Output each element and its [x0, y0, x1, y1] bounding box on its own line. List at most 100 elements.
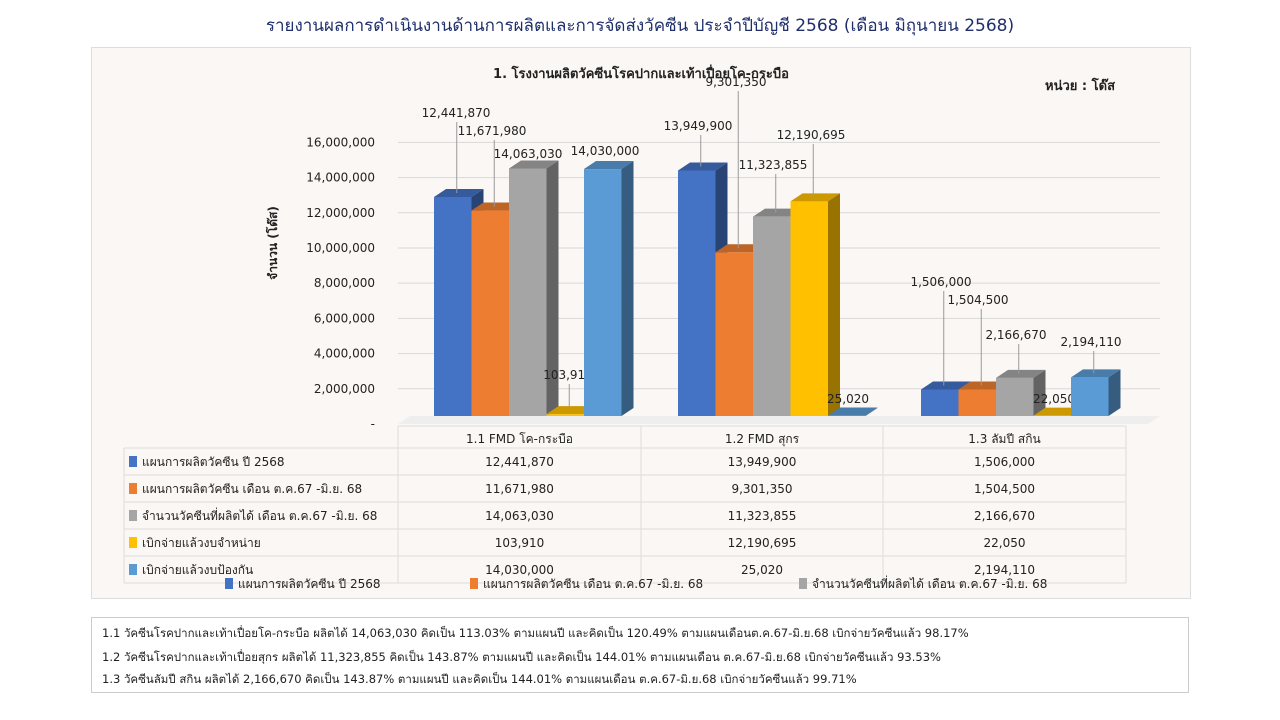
legend-key	[129, 564, 137, 575]
bar	[715, 252, 753, 416]
note-2: 1.2 วัคซีนโรคปากและเท้าเปื่อยสุกร ผลิตได…	[102, 650, 941, 664]
bar-top	[1033, 407, 1083, 416]
data-label: 11,323,855	[739, 158, 808, 172]
series-name: แผนการผลิตวัคซีน ปี 2568	[142, 455, 285, 469]
unit-label: หน่วย : โด๊ส	[1045, 77, 1115, 94]
bar	[546, 414, 584, 416]
data-label: 9,301,350	[705, 75, 766, 89]
bar	[509, 168, 547, 416]
bar-top	[509, 160, 559, 169]
bar-top	[753, 208, 803, 217]
category-label: 1.3 ลัมปี สกิน	[968, 432, 1040, 446]
data-label: 13,949,900	[664, 119, 733, 133]
legend-entry: แผนการผลิตวัคซีน เดือน ต.ค.67 -มิ.ย. 68	[483, 577, 703, 591]
bar	[471, 210, 509, 416]
y-tick-label: 16,000,000	[306, 135, 375, 149]
data-label: 11,671,980	[458, 124, 527, 138]
chart-panel: 1. โรงงานผลิตวัคซีนโรคปากและเท้าเปื่อยโค…	[91, 47, 1191, 599]
note-3: 1.3 วัคซีนลัมปี สกิน ผลิตได้ 2,166,670 ค…	[102, 672, 857, 686]
table-cell: 11,671,980	[485, 482, 554, 496]
bar-top	[790, 193, 840, 202]
table-cell: 12,441,870	[485, 455, 554, 469]
bar	[790, 201, 828, 416]
table-cell: 22,050	[984, 536, 1026, 550]
table-cell: 2,166,670	[974, 509, 1035, 523]
legend-key	[470, 578, 478, 589]
bar-top	[434, 189, 484, 197]
table-cell: 1,506,000	[974, 455, 1035, 469]
bar-side	[828, 193, 840, 416]
data-label: 12,190,695	[777, 128, 846, 142]
data-label: 1,506,000	[910, 275, 971, 289]
table-cell: 103,910	[495, 536, 545, 550]
bar-side	[621, 161, 634, 416]
y-tick-label: 4,000,000	[314, 347, 375, 361]
legend-entry: แผนการผลิตวัคซีน ปี 2568	[238, 577, 381, 591]
data-label: 22,050	[1033, 392, 1075, 406]
y-tick-label: 10,000,000	[306, 241, 375, 255]
legend-key	[129, 537, 137, 548]
bar	[678, 170, 716, 416]
y-tick-label: -	[371, 417, 375, 431]
data-label: 103,910	[543, 368, 593, 382]
bar	[584, 169, 622, 416]
page-title: รายงานผลการดำเนินงานด้านการผลิตและการจัด…	[265, 16, 1015, 36]
chart-floor	[398, 416, 1160, 424]
bar	[1071, 377, 1109, 416]
bar	[753, 216, 791, 416]
category-label: 1.1 FMD โค-กระบือ	[466, 432, 573, 446]
series-name: เบิกจ่ายแล้วงบจำหน่าย	[142, 536, 261, 550]
data-label: 1,504,500	[947, 293, 1008, 307]
bar-top	[678, 162, 728, 171]
chart-svg: 1. โรงงานผลิตวัคซีนโรคปากและเท้าเปื่อยโค…	[123, 64, 1160, 591]
bar-top	[828, 407, 878, 416]
bar	[921, 389, 959, 416]
legend-key	[129, 510, 137, 521]
table-cell: 2,194,110	[974, 563, 1035, 577]
table-cell: 25,020	[741, 563, 783, 577]
bar-top	[958, 381, 1008, 390]
y-axis-label: จำนวน (โด๊ส)	[265, 206, 280, 280]
notes-box: 1.1 วัคซีนโรคปากและเท้าเปื่อยโค-กระบือ ผ…	[91, 617, 1189, 693]
y-tick-label: 8,000,000	[314, 276, 375, 290]
data-label: 14,030,000	[571, 144, 640, 158]
series-name: แผนการผลิตวัคซีน เดือน ต.ค.67 -มิ.ย. 68	[142, 482, 362, 496]
category-label: 1.2 FMD สุกร	[725, 432, 800, 447]
chart-title: 1. โรงงานผลิตวัคซีนโรคปากและเท้าเปื่อยโค…	[493, 64, 789, 82]
legend-key	[225, 578, 233, 589]
y-tick-label: 2,000,000	[314, 382, 375, 396]
bar-top	[996, 369, 1046, 378]
data-label: 25,020	[827, 392, 869, 406]
bar-top	[546, 406, 596, 415]
data-label: 12,441,870	[422, 106, 491, 120]
data-label: 2,194,110	[1060, 335, 1121, 349]
table-cell: 12,190,695	[728, 536, 797, 550]
legend-key	[129, 483, 137, 494]
data-label: 14,063,030	[494, 147, 563, 161]
legend-key	[129, 456, 137, 467]
bar-side	[1033, 369, 1046, 416]
y-tick-label: 14,000,000	[306, 171, 375, 185]
table-cell: 14,063,030	[485, 509, 554, 523]
bar	[958, 389, 996, 416]
legend-key	[799, 578, 807, 589]
table-cell: 13,949,900	[728, 455, 797, 469]
note-1: 1.1 วัคซีนโรคปากและเท้าเปื่อยโค-กระบือ ผ…	[102, 626, 969, 640]
legend-entry: จำนวนวัคซีนที่ผลิตได้ เดือน ต.ค.67 -มิ.ย…	[812, 575, 1047, 591]
bar-top	[921, 381, 971, 390]
bar-side	[546, 160, 559, 416]
y-tick-label: 12,000,000	[306, 206, 375, 220]
table-cell: 11,323,855	[728, 509, 797, 523]
table-cell: 14,030,000	[485, 563, 554, 577]
bar-top	[1071, 369, 1121, 378]
bar	[434, 197, 472, 416]
bar-top	[584, 161, 634, 170]
bar-top	[715, 244, 765, 253]
table-cell: 9,301,350	[731, 482, 792, 496]
data-label: 2,166,670	[985, 328, 1046, 342]
table-cell: 1,504,500	[974, 482, 1035, 496]
y-tick-label: 6,000,000	[314, 311, 375, 325]
series-name: จำนวนวัคซีนที่ผลิตได้ เดือน ต.ค.67 -มิ.ย…	[142, 507, 377, 523]
series-name: เบิกจ่ายแล้วงบป้องกัน	[142, 563, 253, 577]
bar-side	[1108, 369, 1121, 416]
